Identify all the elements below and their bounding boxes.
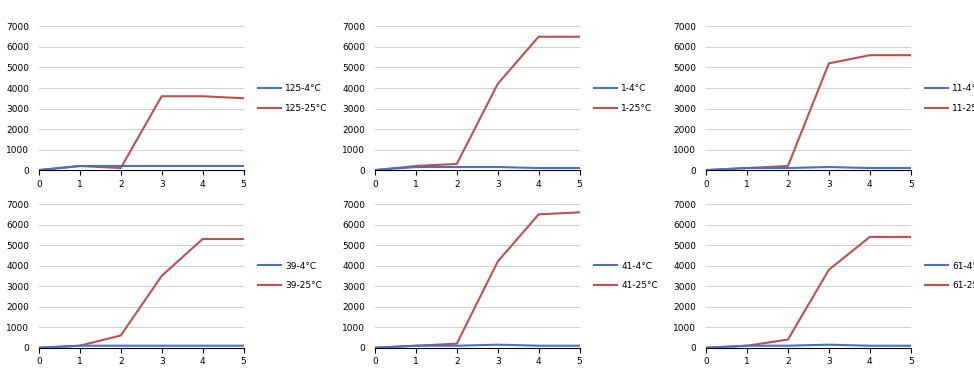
39-4°C [238,344,249,348]
Line: 39-25°C: 39-25°C [39,239,244,348]
Line: 1-4°C: 1-4°C [375,167,580,170]
61-25°C [741,344,753,348]
1-4°C [533,166,544,170]
11-25°C [700,168,712,172]
41-4°C [451,344,463,348]
125-4°C [33,168,45,172]
Legend: 1-4°C, 1-25°C: 1-4°C, 1-25°C [592,82,655,115]
Line: 41-25°C: 41-25°C [375,212,580,348]
Legend: 39-4°C, 39-25°C: 39-4°C, 39-25°C [256,260,323,292]
1-4°C [492,165,504,169]
39-4°C [197,344,208,348]
125-25°C [197,94,208,99]
Line: 125-25°C: 125-25°C [39,96,244,170]
61-4°C [864,344,876,348]
41-4°C [410,344,422,348]
39-4°C [115,344,127,348]
Line: 61-25°C: 61-25°C [706,237,911,348]
1-25°C [574,34,585,39]
61-25°C [864,235,876,239]
1-25°C [533,34,544,39]
Line: 41-4°C: 41-4°C [375,345,580,348]
Line: 61-4°C: 61-4°C [706,345,911,348]
1-25°C [369,168,381,172]
39-25°C [33,345,45,350]
Legend: 11-4°C, 11-25°C: 11-4°C, 11-25°C [923,82,974,115]
39-4°C [33,345,45,350]
61-25°C [700,345,712,350]
11-4°C [741,166,753,170]
1-4°C [574,166,585,170]
39-25°C [197,237,208,241]
11-4°C [823,165,835,169]
Line: 1-25°C: 1-25°C [375,37,580,170]
11-25°C [823,61,835,66]
125-4°C [156,164,168,168]
11-25°C [741,166,753,170]
61-25°C [905,235,917,239]
125-25°C [74,164,86,168]
Legend: 41-4°C, 41-25°C: 41-4°C, 41-25°C [592,260,659,292]
39-25°C [115,333,127,338]
1-4°C [369,168,381,172]
1-25°C [451,162,463,166]
Legend: 61-4°C, 61-25°C: 61-4°C, 61-25°C [923,260,974,292]
125-25°C [115,166,127,170]
39-4°C [156,344,168,348]
Line: 11-4°C: 11-4°C [706,167,911,170]
41-4°C [533,344,544,348]
61-4°C [823,342,835,347]
61-4°C [700,345,712,350]
41-25°C [492,259,504,264]
61-25°C [782,337,794,342]
39-25°C [238,237,249,241]
Line: 39-4°C: 39-4°C [39,346,244,348]
11-4°C [782,166,794,170]
41-25°C [369,345,381,350]
61-4°C [741,344,753,348]
61-4°C [782,344,794,348]
Legend: 125-4°C, 125-25°C: 125-4°C, 125-25°C [256,82,329,115]
1-25°C [410,164,422,168]
125-25°C [33,168,45,172]
1-4°C [451,165,463,169]
1-4°C [410,165,422,169]
41-4°C [574,344,585,348]
125-4°C [238,164,249,168]
11-25°C [782,164,794,168]
61-25°C [823,268,835,272]
61-4°C [905,344,917,348]
125-4°C [197,164,208,168]
1-25°C [492,82,504,86]
39-25°C [156,274,168,278]
125-4°C [74,164,86,168]
11-4°C [864,166,876,170]
41-25°C [533,212,544,217]
41-4°C [369,345,381,350]
11-4°C [700,168,712,172]
41-25°C [574,210,585,215]
41-25°C [410,344,422,348]
41-4°C [492,342,504,347]
125-25°C [238,96,249,101]
Line: 125-4°C: 125-4°C [39,166,244,170]
11-4°C [905,166,917,170]
39-4°C [74,344,86,348]
11-25°C [905,53,917,57]
125-4°C [115,164,127,168]
Line: 11-25°C: 11-25°C [706,55,911,170]
11-25°C [864,53,876,57]
41-25°C [451,341,463,346]
125-25°C [156,94,168,99]
39-25°C [74,344,86,348]
